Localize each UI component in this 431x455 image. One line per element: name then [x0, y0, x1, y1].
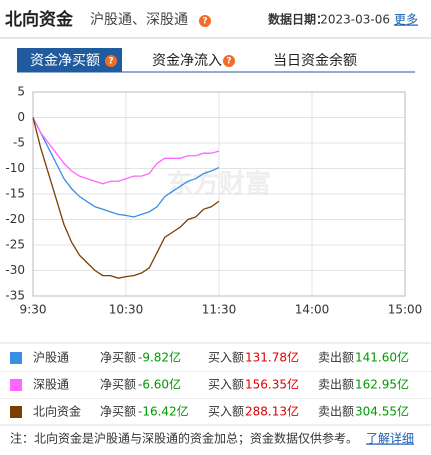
- footer-note: 注：北向资金是沪股通与深股通的资金加总；资金数据仅供参考。: [10, 431, 358, 446]
- row-name: 深股通: [33, 378, 69, 392]
- tab-active[interactable]: [17, 48, 122, 72]
- y-tick-label: -15: [5, 187, 25, 201]
- sell-value: 304.55亿: [355, 404, 409, 419]
- x-tick-label: 11:30: [202, 303, 237, 317]
- net-value: -9.82亿: [138, 350, 181, 365]
- y-tick-label: -35: [5, 289, 25, 303]
- y-tick-label: -10: [5, 161, 25, 175]
- net-label: 净买额: [100, 351, 136, 365]
- x-tick-label: 14:00: [295, 303, 330, 317]
- help-icon-glyph: ?: [202, 17, 207, 27]
- y-tick-label: -20: [5, 212, 25, 226]
- sell-value: 141.60亿: [355, 350, 409, 365]
- legend-swatch: [10, 352, 22, 364]
- net-value: -16.42亿: [138, 404, 189, 419]
- more-link[interactable]: 更多: [394, 13, 418, 27]
- x-tick-label: 9:30: [20, 303, 47, 317]
- net-label: 净买额: [100, 378, 136, 392]
- help-icon[interactable]: [105, 55, 117, 67]
- date-label: 数据日期：: [268, 12, 328, 27]
- sell-value: 162.95亿: [355, 377, 409, 392]
- sell-label: 卖出额: [318, 405, 354, 419]
- row-name: 北向资金: [33, 404, 81, 419]
- y-tick-label: 0: [17, 110, 25, 124]
- series-line: [32, 117, 220, 185]
- title: 北向资金: [5, 9, 74, 30]
- sell-label: 卖出额: [318, 351, 354, 365]
- help-icon[interactable]: [223, 55, 235, 67]
- series-line: [32, 117, 220, 279]
- help-icon-glyph: ?: [226, 57, 231, 67]
- x-tick-label: 15:00: [388, 303, 423, 317]
- help-icon-glyph: ?: [108, 57, 113, 67]
- tab[interactable]: 资金净流入: [152, 53, 222, 69]
- y-tick-label: -30: [5, 263, 25, 277]
- net-label: 净买额: [100, 405, 136, 419]
- buy-label: 买入额: [208, 405, 244, 419]
- buy-value: 288.13亿: [245, 404, 299, 419]
- legend-swatch: [10, 406, 22, 418]
- sell-label: 卖出额: [318, 378, 354, 392]
- subtitle: 沪股通、深股通: [90, 12, 188, 28]
- y-tick-label: -25: [5, 238, 25, 252]
- y-tick-label: 5: [17, 85, 25, 99]
- buy-value: 131.78亿: [245, 350, 299, 365]
- row-name: 沪股通: [33, 351, 69, 365]
- buy-value: 156.35亿: [245, 377, 299, 392]
- tab[interactable]: 当日资金余额: [273, 52, 357, 69]
- plot-frame: [32, 91, 406, 297]
- tab[interactable]: 资金净买额: [30, 53, 100, 69]
- footer-link[interactable]: 了解详细: [366, 431, 414, 446]
- x-tick-label: 10:30: [109, 303, 144, 317]
- y-tick-label: -5: [13, 136, 25, 150]
- buy-label: 买入额: [208, 378, 244, 392]
- legend-swatch: [10, 379, 22, 391]
- date: 2023-03-06: [320, 13, 390, 27]
- series-line: [32, 117, 220, 218]
- buy-label: 买入额: [208, 351, 244, 365]
- help-icon[interactable]: [199, 15, 211, 27]
- net-value: -6.60亿: [138, 377, 181, 392]
